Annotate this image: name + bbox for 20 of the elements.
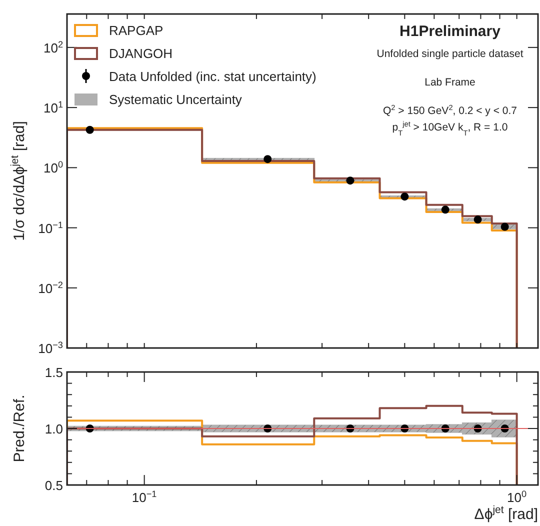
y-tick-label: 10$^{0}$ bbox=[43, 160, 63, 176]
annotation: Unfolded single particle dataset bbox=[376, 48, 524, 60]
y-tick-label: 0.5 bbox=[44, 478, 63, 493]
legend-label: DJANGOH bbox=[109, 46, 173, 61]
y-tick-label: 10$^{2}$ bbox=[43, 39, 63, 56]
y-tick-label: 10$^{−3}$ bbox=[38, 340, 63, 356]
y-axis-title: Pred./Ref. bbox=[11, 394, 28, 462]
y-tick-label: 1.0 bbox=[44, 422, 63, 436]
legend-label: Systematic Uncertainty bbox=[109, 92, 242, 107]
annotation: p$_{T}$$^{jet}$ > 10GeV k$_{T}$, R = 1.0 bbox=[392, 119, 508, 137]
annotation: Lab Frame bbox=[424, 76, 476, 88]
annotation: Q$^{2}$ > 150 GeV$^{2}$, 0.2 < y < 0.7 bbox=[383, 102, 518, 117]
annotation: H1Preliminary bbox=[400, 23, 502, 40]
y-tick-label: 1.5 bbox=[44, 365, 63, 380]
y-tick-label: 10$^{1}$ bbox=[43, 100, 63, 116]
y-tick-label: 10$^{−2}$ bbox=[38, 280, 63, 296]
legend-label: Data Unfolded (inc. stat uncertainty) bbox=[109, 69, 316, 84]
x-axis-title: Δϕ$^{jet}$ [rad] bbox=[474, 504, 538, 523]
legend-label: RAPGAP bbox=[109, 23, 164, 38]
y-tick-label: 10$^{−1}$ bbox=[38, 220, 63, 236]
